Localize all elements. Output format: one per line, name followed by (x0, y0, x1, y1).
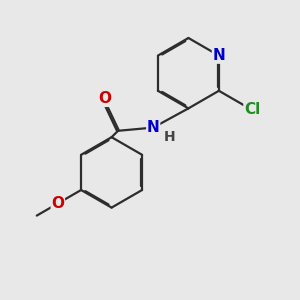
Text: O: O (51, 196, 64, 211)
Text: Cl: Cl (244, 103, 260, 118)
Text: N: N (147, 120, 160, 135)
Text: N: N (212, 48, 225, 63)
Text: H: H (164, 130, 175, 144)
Text: O: O (99, 91, 112, 106)
